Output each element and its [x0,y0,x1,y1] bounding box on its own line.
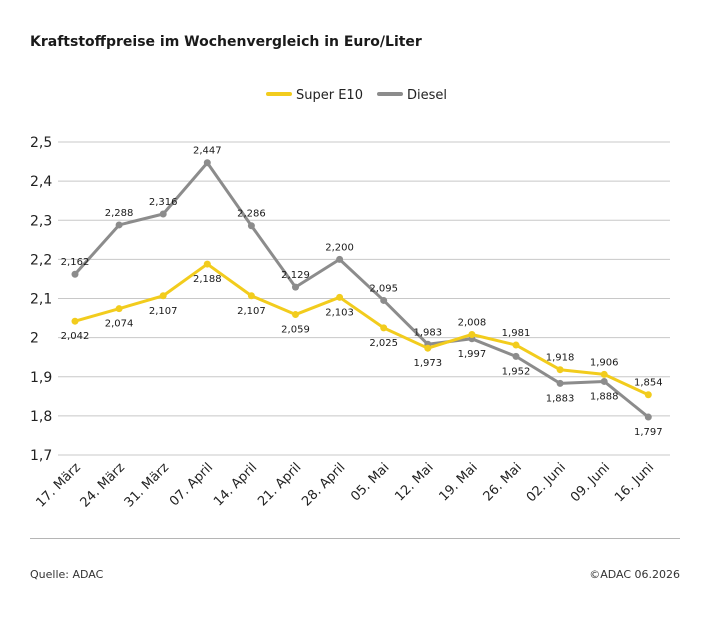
data-label-diesel: 2,095 [369,283,398,294]
point-diesel [159,210,167,218]
data-label-diesel: 1,797 [634,427,663,438]
source-note: Quelle: ADAC [30,568,104,581]
point-super-e10 [115,305,123,313]
data-label-diesel: 1,883 [546,393,575,404]
grid [58,141,670,456]
series-line-diesel [73,161,650,419]
point-super-e10 [556,366,564,374]
x-tick-label: 02. Juni [524,460,569,505]
x-tick-label: 31. März [122,460,172,510]
data-label-super-e10: 2,042 [61,331,90,342]
point-super-e10 [512,341,520,349]
x-tick-label: 21. April [255,460,304,509]
legend: Super E10 Diesel [266,88,447,103]
x-tick-label: 16. Juni [612,460,657,505]
point-super-e10 [247,292,255,300]
data-label-super-e10: 2,188 [193,274,222,285]
chart-title: Kraftstoffpreise im Wochenvergleich in E… [30,34,422,50]
point-diesel [600,377,608,385]
line-chart: Super E10 Diesel 2,5 2,4 2,3 2,2 2,1 2 1,9 1,8 1,… [30,88,670,511]
point-super-e10 [468,330,476,338]
point-super-e10 [203,260,211,268]
x-tick-label: 09. Juni [568,460,613,505]
data-label-super-e10: 1,854 [634,378,663,389]
data-label-diesel: 1,983 [413,327,442,338]
copyright-note: ©ADAC 06.2026 [589,568,680,581]
legend-label-super-e10: Super E10 [296,88,363,103]
point-diesel [115,221,123,229]
x-tick-label: 14. April [211,460,260,509]
data-label-super-e10: 1,981 [502,328,531,339]
data-label-super-e10: 1,973 [413,358,442,369]
data-label-diesel: 2,316 [149,197,178,208]
y-tick-label: 2,4 [30,174,52,190]
point-super-e10 [380,324,388,332]
point-diesel [512,352,520,360]
y-tick-label: 1,9 [30,370,52,386]
x-tick-label: 26. Mai [481,460,525,504]
footer-divider [30,538,680,539]
point-diesel [71,270,79,278]
x-tick-label: 05. Mai [348,460,392,504]
y-tick-label: 2,5 [30,135,52,151]
point-diesel [247,222,255,230]
data-label-super-e10: 2,059 [281,325,310,336]
x-tick-label: 19. Mai [436,460,480,504]
data-label-super-e10: 2,008 [458,317,487,328]
data-label-super-e10: 2,107 [149,306,178,317]
y-tick-label: 2 [30,331,39,347]
point-super-e10 [600,370,608,378]
data-label-diesel: 2,447 [193,146,222,157]
y-tick-label: 2,2 [30,252,52,268]
data-label-diesel: 2,129 [281,270,310,281]
data-label-diesel: 2,200 [325,242,354,253]
data-label-super-e10: 1,918 [546,353,575,364]
y-tick-label: 2,3 [30,213,52,229]
x-tick-label: 07. April [167,460,216,509]
point-diesel [336,255,344,263]
point-super-e10 [336,293,344,301]
point-super-e10 [292,311,299,319]
point-diesel [556,379,564,387]
data-label-diesel: 2,286 [237,209,266,220]
y-tick-label: 1,8 [30,409,52,425]
x-tick-label: 17. März [34,460,84,510]
point-super-e10 [644,391,652,399]
data-label-diesel: 1,997 [458,349,487,360]
y-tick-label: 1,7 [30,448,52,464]
data-label-diesel: 2,162 [61,257,90,268]
point-super-e10 [424,344,432,352]
point-diesel [203,159,211,167]
point-diesel [380,296,388,304]
x-tick-label: 28. April [299,460,348,509]
point-diesel [644,413,652,421]
series-line-super-e10 [73,262,650,397]
data-labels: 2,042 2,162 2,074 2,288 2,107 2,316 2,188 2,447… [61,146,663,438]
y-axis: 2,5 2,4 2,3 2,2 2,1 2 1,9 1,8 1,7 [30,135,52,464]
y-tick-label: 2,1 [30,292,52,308]
data-label-super-e10: 1,906 [590,357,619,368]
data-label-super-e10: 2,025 [369,338,398,349]
data-label-super-e10: 2,074 [105,319,134,330]
data-label-diesel: 1,888 [590,391,619,402]
x-tick-label: 24. März [78,460,128,510]
data-label-super-e10: 2,103 [325,307,354,318]
data-label-diesel: 2,288 [105,208,134,219]
point-super-e10 [71,317,79,325]
point-diesel [292,283,299,291]
point-super-e10 [159,292,167,300]
legend-label-diesel: Diesel [407,88,447,103]
data-label-diesel: 1,952 [502,366,531,377]
series-lines [71,159,652,421]
x-tick-label: 12. Mai [392,460,436,504]
data-label-super-e10: 2,107 [237,306,266,317]
